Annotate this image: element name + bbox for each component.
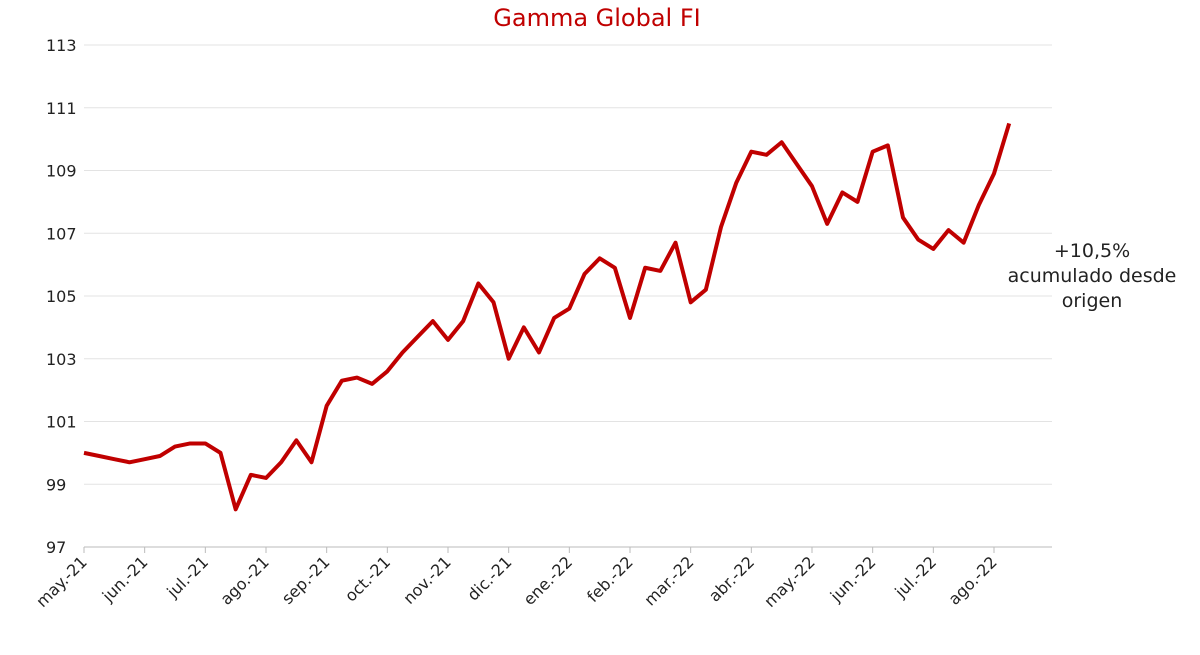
- annotation: +10,5%: [1054, 240, 1130, 262]
- chart-title: Gamma Global FI: [493, 4, 700, 32]
- x-tick-label: oct.-21: [341, 552, 394, 605]
- y-tick-label: 99: [46, 475, 66, 494]
- annotation: acumulado desde: [1008, 265, 1177, 287]
- y-tick-label: 109: [46, 162, 77, 181]
- x-tick-label: ene.-22: [520, 552, 577, 609]
- y-tick-label: 103: [46, 350, 77, 369]
- y-tick-label: 101: [46, 413, 77, 432]
- y-tick-label: 111: [46, 99, 77, 118]
- x-tick-label: jul.-22: [890, 552, 940, 602]
- x-tick-label: mar.-22: [640, 552, 697, 609]
- x-tick-label: jul.-21: [162, 552, 212, 602]
- annotation: origen: [1062, 290, 1123, 312]
- y-tick-label: 107: [46, 224, 77, 243]
- y-tick-label: 113: [46, 36, 77, 55]
- x-tick-label: nov.-21: [399, 552, 454, 607]
- y-tick-label: 105: [46, 287, 77, 306]
- x-tick-label: dic.-21: [463, 552, 515, 604]
- x-tick-label: jun.-22: [826, 552, 880, 606]
- x-tick-label: may.-22: [760, 552, 819, 611]
- y-tick-label: 97: [46, 538, 66, 557]
- x-tick-label: may.-21: [32, 552, 91, 611]
- x-tick-label: feb.-22: [583, 552, 637, 606]
- line-series: [83, 122, 1012, 512]
- x-tick-label: sep.-21: [278, 552, 334, 608]
- x-tick-label: jun.-21: [98, 552, 152, 606]
- x-tick-label: ago.-21: [216, 552, 272, 608]
- x-tick-label: abr.-22: [705, 552, 758, 605]
- x-tick-label: ago.-22: [944, 552, 1000, 608]
